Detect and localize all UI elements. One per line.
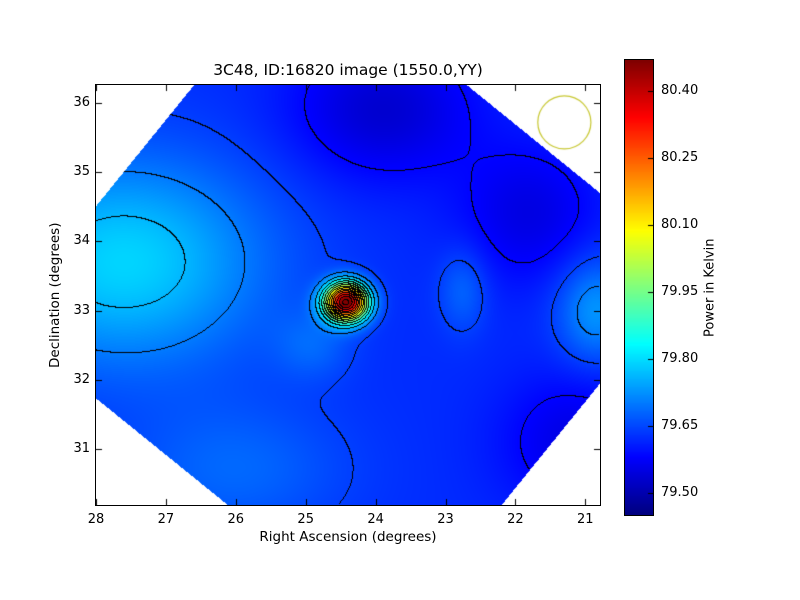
x-tick-label: 21 [577,512,594,527]
y-tick-label: 36 [73,94,90,110]
heatmap-canvas [96,85,600,505]
colorbar-tick-label: 80.40 [661,83,699,99]
x-tick-label: 26 [227,512,245,527]
colorbar-tick-label: 80.25 [661,150,699,166]
x-tick-label: 23 [437,512,454,527]
x-tick-label: 24 [367,512,384,527]
y-tick-label: 31 [73,440,90,456]
colorbar-tick-label: 79.80 [661,350,699,366]
x-axis-label: Right Ascension (degrees) [259,529,437,545]
colorbar-tick-label: 80.10 [661,217,699,233]
x-tick-label: 22 [507,512,524,527]
chart-title: 3C48, ID:16820 image (1550.0,YY) [213,61,483,79]
colorbar-tick-label: 79.50 [661,484,699,500]
x-tick-label: 28 [87,512,105,527]
x-tick-label: 25 [297,512,314,527]
colorbar-tick-label: 79.95 [661,283,699,299]
y-tick-label: 33 [73,302,90,318]
y-tick-label: 34 [73,233,90,249]
y-tick-label: 35 [73,164,90,180]
colorbar-tick-label: 79.65 [661,417,699,433]
colorbar-gradient [624,59,654,516]
y-tick-label: 32 [73,371,90,387]
x-tick-label: 27 [157,512,175,527]
